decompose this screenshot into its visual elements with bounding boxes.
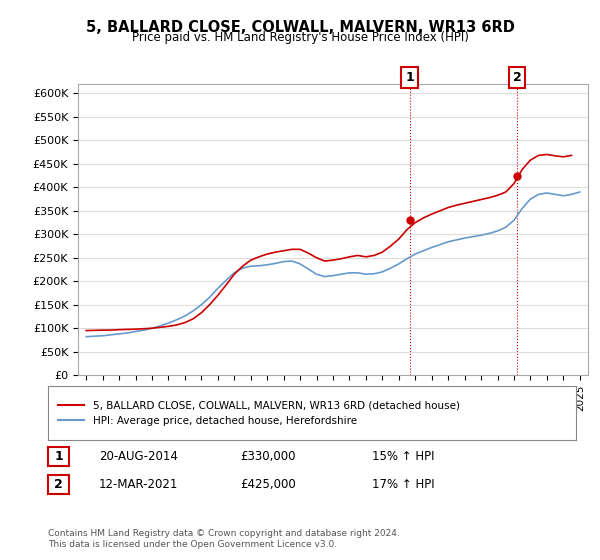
Text: 15% ↑ HPI: 15% ↑ HPI	[372, 450, 434, 464]
Text: 2: 2	[513, 71, 521, 84]
Text: £330,000: £330,000	[240, 450, 296, 464]
Text: £425,000: £425,000	[240, 478, 296, 492]
Text: Contains HM Land Registry data © Crown copyright and database right 2024.
This d: Contains HM Land Registry data © Crown c…	[48, 529, 400, 549]
Text: 1: 1	[54, 450, 63, 463]
Text: 2: 2	[54, 478, 63, 491]
Text: Price paid vs. HM Land Registry's House Price Index (HPI): Price paid vs. HM Land Registry's House …	[131, 31, 469, 44]
Text: 5, BALLARD CLOSE, COLWALL, MALVERN, WR13 6RD: 5, BALLARD CLOSE, COLWALL, MALVERN, WR13…	[86, 20, 514, 35]
Text: 12-MAR-2021: 12-MAR-2021	[99, 478, 178, 492]
Legend: 5, BALLARD CLOSE, COLWALL, MALVERN, WR13 6RD (detached house), HPI: Average pric: 5, BALLARD CLOSE, COLWALL, MALVERN, WR13…	[53, 395, 465, 431]
Text: 1: 1	[405, 71, 414, 84]
Text: 20-AUG-2014: 20-AUG-2014	[99, 450, 178, 464]
Text: 17% ↑ HPI: 17% ↑ HPI	[372, 478, 434, 492]
